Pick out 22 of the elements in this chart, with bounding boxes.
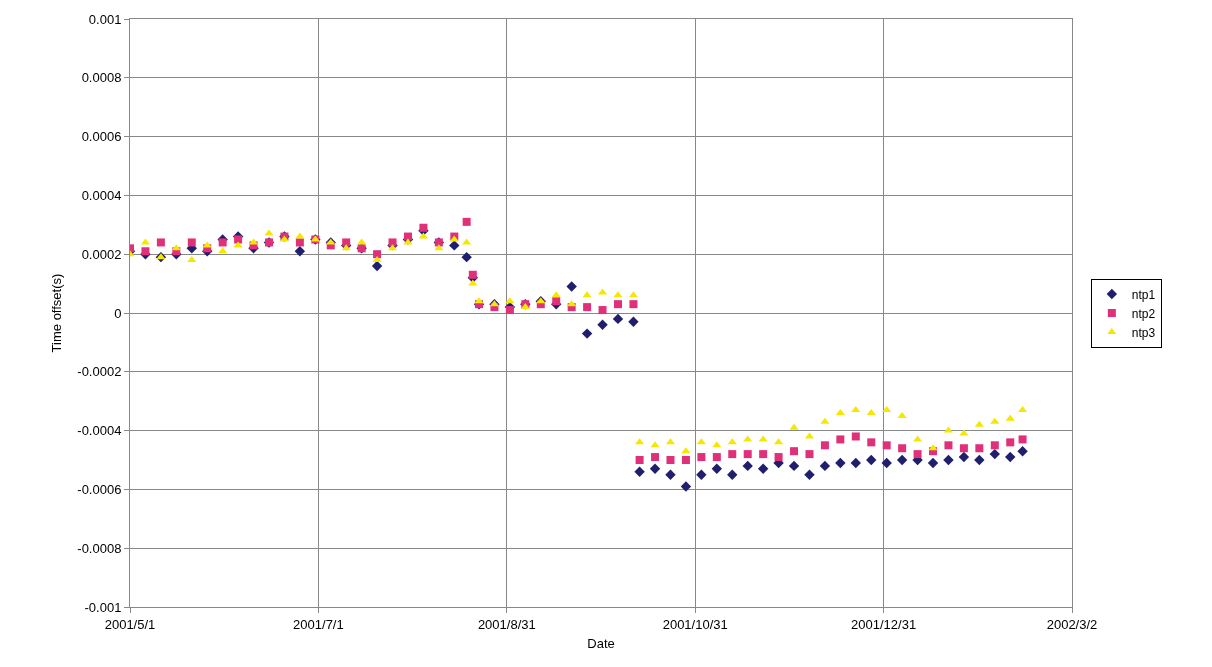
y-tick-label: 0.0008 — [81, 70, 122, 86]
x-tick-label: 2001/10/31 — [662, 616, 728, 632]
y-tick-label: -0.0006 — [77, 481, 122, 497]
legend-label: ntp1 — [1131, 287, 1156, 302]
y-tick-label: 0.0002 — [81, 246, 122, 262]
y-tick-label: 0 — [114, 305, 122, 321]
y-tick-label: 0.0004 — [81, 187, 122, 203]
y-tick-label: -0.001 — [84, 599, 122, 615]
legend-label: ntp3 — [1131, 325, 1156, 340]
y-tick-label: 0.0006 — [81, 129, 122, 145]
y-tick-label: -0.0008 — [77, 540, 122, 556]
x-tick-label: 2001/5/1 — [104, 616, 156, 632]
y-axis-title: Time offset(s) — [49, 273, 65, 353]
y-tick-label: 0.001 — [88, 11, 122, 27]
x-tick-label: 2001/12/31 — [851, 616, 917, 632]
x-tick-label: 2002/3/2 — [1046, 616, 1098, 632]
legend-label: ntp2 — [1131, 306, 1156, 321]
x-tick-label: 2001/7/1 — [293, 616, 344, 632]
y-tick-label: -0.0002 — [77, 364, 122, 380]
y-tick-label: -0.0004 — [77, 423, 122, 439]
x-axis-title: Date — [587, 636, 615, 652]
x-tick-label: 2001/8/31 — [477, 616, 536, 632]
